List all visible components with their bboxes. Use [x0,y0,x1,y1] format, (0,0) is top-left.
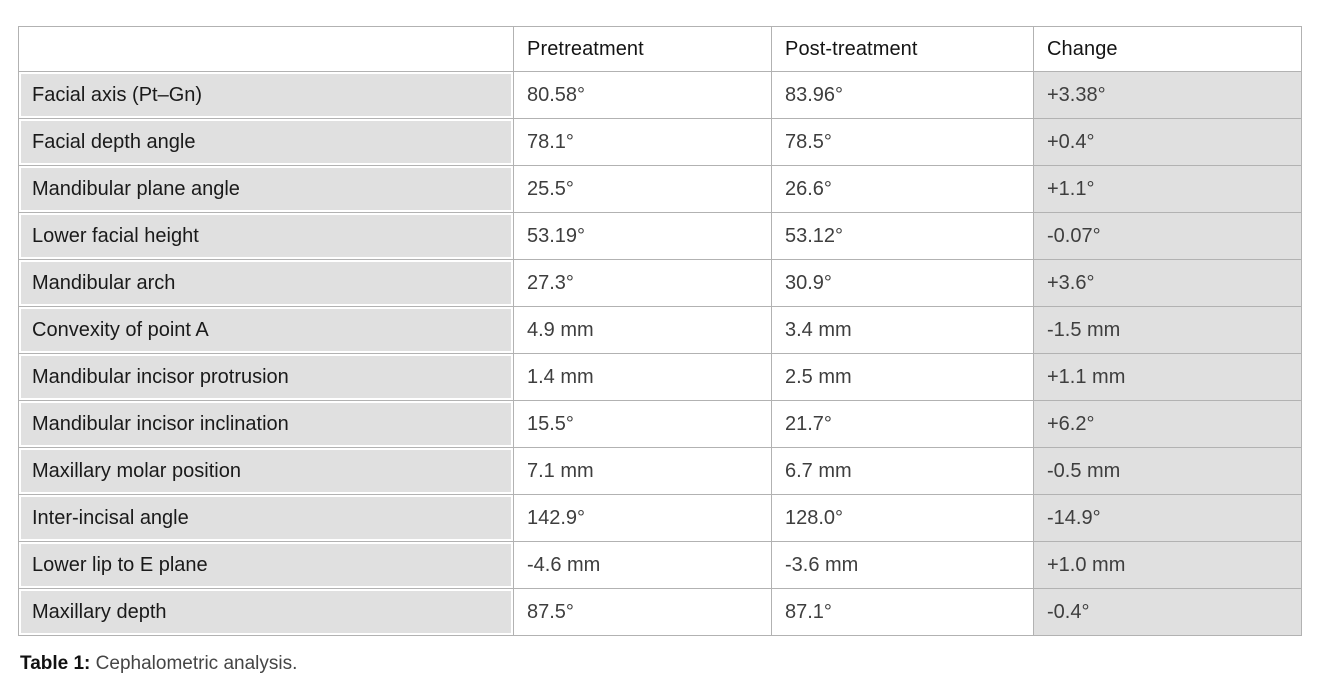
header-posttreatment: Post-treatment [771,26,1034,72]
change-value: +6.2° [1033,400,1302,448]
posttreatment-value: 3.4 mm [771,306,1034,354]
pretreatment-value: 87.5° [513,588,772,636]
posttreatment-value: 83.96° [771,71,1034,119]
pretreatment-value: -4.6 mm [513,541,772,589]
posttreatment-value: 78.5° [771,118,1034,166]
pretreatment-value: 1.4 mm [513,353,772,401]
row-label: Lower lip to E plane [18,541,514,589]
posttreatment-value: 6.7 mm [771,447,1034,495]
pretreatment-value: 53.19° [513,212,772,260]
table-row: Mandibular plane angle 25.5° 26.6° +1.1° [18,165,1302,213]
change-value: +0.4° [1033,118,1302,166]
table-caption-text: Cephalometric analysis. [95,653,298,674]
posttreatment-value: 128.0° [771,494,1034,542]
table-row: Mandibular arch 27.3° 30.9° +3.6° [18,259,1302,307]
row-label: Mandibular plane angle [18,165,514,213]
posttreatment-value: -3.6 mm [771,541,1034,589]
table-row: Mandibular incisor protrusion 1.4 mm 2.5 m… [18,353,1302,401]
change-value: -0.5 mm [1033,447,1302,495]
posttreatment-value: 26.6° [771,165,1034,213]
table-row: Maxillary depth 87.5° 87.1° -0.4° [18,588,1302,636]
pretreatment-value: 4.9 mm [513,306,772,354]
row-label: Facial depth angle [18,118,514,166]
posttreatment-value: 2.5 mm [771,353,1034,401]
header-pretreatment: Pretreatment [513,26,772,72]
table-row: Maxillary molar position 7.1 mm 6.7 mm -0.5… [18,447,1302,495]
cephalometric-table-container: Pretreatment Post-treatment Change Facia… [18,26,1302,636]
table-caption-label: Table 1: [20,653,91,674]
header-change: Change [1033,26,1302,72]
change-value: +3.38° [1033,71,1302,119]
table-row: Facial axis (Pt–Gn) 80.58° 83.96° +3.38° [18,71,1302,119]
posttreatment-value: 21.7° [771,400,1034,448]
posttreatment-value: 30.9° [771,259,1034,307]
posttreatment-value: 87.1° [771,588,1034,636]
change-value: +1.1 mm [1033,353,1302,401]
change-value: +3.6° [1033,259,1302,307]
cephalometric-table: Pretreatment Post-treatment Change Facia… [18,26,1302,636]
pretreatment-value: 25.5° [513,165,772,213]
header-empty-cell [18,26,514,72]
table-row: Lower facial height 53.19° 53.12° -0.07° [18,212,1302,260]
change-value: +1.1° [1033,165,1302,213]
row-label: Facial axis (Pt–Gn) [18,71,514,119]
change-value: +1.0 mm [1033,541,1302,589]
table-row: Lower lip to E plane -4.6 mm -3.6 mm +1.0 m… [18,541,1302,589]
pretreatment-value: 142.9° [513,494,772,542]
table-header: Pretreatment Post-treatment Change [18,26,1302,72]
pretreatment-value: 27.3° [513,259,772,307]
table-row: Convexity of point A 4.9 mm 3.4 mm -1.5 mm [18,306,1302,354]
table-row: Mandibular incisor inclination 15.5° 21.7°… [18,400,1302,448]
table-caption: Table 1: Cephalometric analysis. [20,653,297,675]
posttreatment-value: 53.12° [771,212,1034,260]
row-label: Maxillary depth [18,588,514,636]
row-label: Mandibular arch [18,259,514,307]
pretreatment-value: 80.58° [513,71,772,119]
change-value: -1.5 mm [1033,306,1302,354]
change-value: -14.9° [1033,494,1302,542]
table-body: Facial axis (Pt–Gn) 80.58° 83.96° +3.38° Fac… [18,71,1302,636]
change-value: -0.4° [1033,588,1302,636]
row-label: Inter-incisal angle [18,494,514,542]
row-label: Convexity of point A [18,306,514,354]
header-row: Pretreatment Post-treatment Change [18,26,1302,72]
pretreatment-value: 7.1 mm [513,447,772,495]
row-label: Maxillary molar position [18,447,514,495]
row-label: Lower facial height [18,212,514,260]
table-row: Inter-incisal angle 142.9° 128.0° -14.9° [18,494,1302,542]
change-value: -0.07° [1033,212,1302,260]
pretreatment-value: 78.1° [513,118,772,166]
row-label: Mandibular incisor inclination [18,400,514,448]
pretreatment-value: 15.5° [513,400,772,448]
table-row: Facial depth angle 78.1° 78.5° +0.4° [18,118,1302,166]
row-label: Mandibular incisor protrusion [18,353,514,401]
